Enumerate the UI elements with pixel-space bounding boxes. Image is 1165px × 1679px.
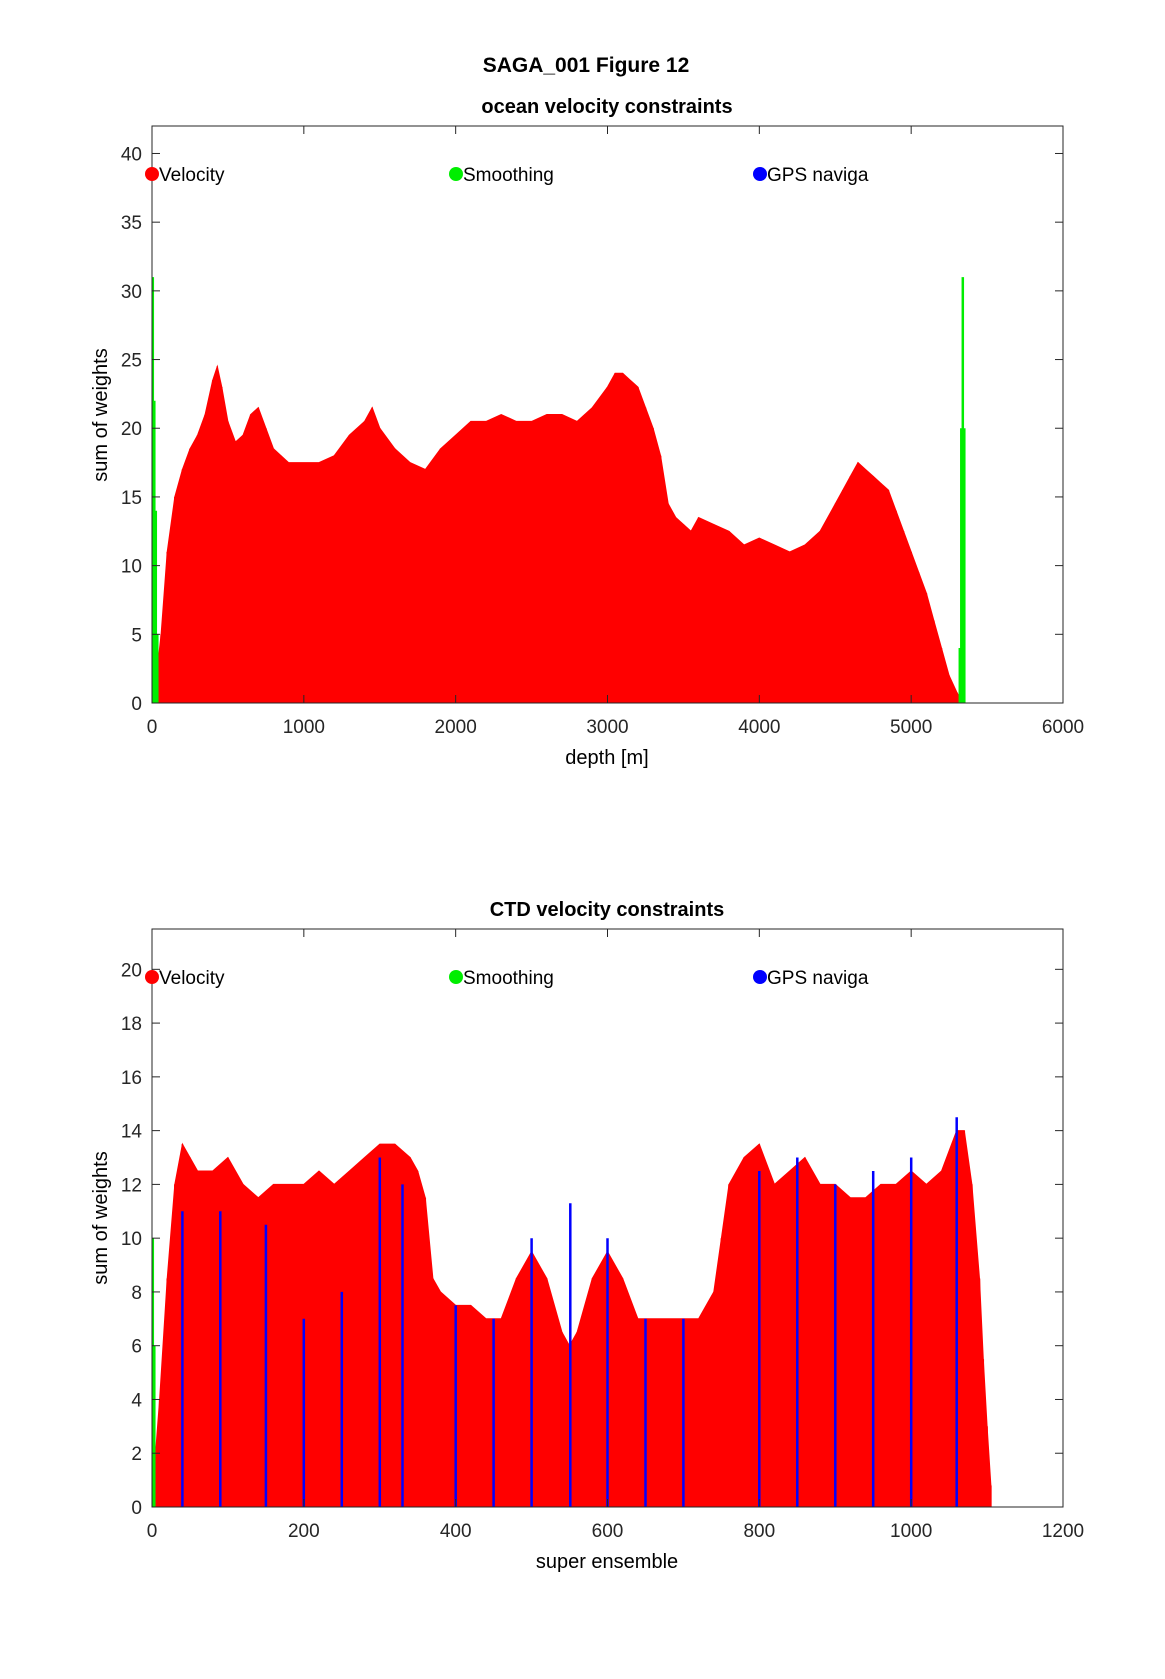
- velocity-area: [153, 1130, 992, 1508]
- y-tick-label: 14: [121, 1122, 143, 1143]
- ctd-velocity-plot: CTD velocity constraints 0 200 400 600 800 10…: [90, 899, 1084, 1573]
- y-tick-label: 35: [121, 213, 142, 234]
- y-tick-label: 4: [131, 1390, 142, 1411]
- y-tick-label: 25: [121, 351, 142, 372]
- x-tick-label: 6000: [1042, 717, 1084, 738]
- axes-ticks: 0 1000 2000 3000 4000 5000 6000 0 5 10 15 20 25 30 35 4…: [121, 126, 1084, 738]
- y-tick-label: 18: [121, 1014, 142, 1035]
- plot-marks: [151, 277, 966, 704]
- legend-marker-velocity: [145, 167, 159, 181]
- y-tick-label: 0: [131, 694, 142, 715]
- x-tick-label: 1000: [890, 1521, 932, 1542]
- y-tick-label: 40: [121, 144, 142, 165]
- legend: Velocity Smoothing GPS naviga: [145, 968, 869, 989]
- legend-label-gps: GPS naviga: [767, 165, 869, 186]
- legend-label-smoothing: Smoothing: [463, 968, 554, 989]
- y-axis-label-ctd: sum of weights: [90, 1151, 112, 1284]
- y-tick-label: 10: [121, 557, 142, 578]
- y-tick-label: 20: [121, 960, 142, 981]
- axes-ticks: 0 200 400 600 800 1000 1200 0 2 4 6 8 10 12 14 16 18 20: [121, 929, 1084, 1542]
- x-tick-label: 3000: [586, 717, 628, 738]
- y-tick-label: 10: [121, 1229, 142, 1250]
- legend-marker-smoothing: [449, 167, 463, 181]
- y-tick-label: 8: [131, 1283, 142, 1304]
- x-axis-label-ocean: depth [m]: [565, 747, 648, 769]
- y-tick-label: 5: [131, 625, 142, 646]
- legend: Velocity Smoothing GPS naviga: [145, 165, 869, 186]
- y-tick-label: 6: [131, 1337, 142, 1358]
- legend-marker-gps: [753, 167, 767, 181]
- x-tick-label: 1200: [1042, 1521, 1084, 1542]
- x-tick-label: 400: [440, 1521, 472, 1542]
- legend-label-velocity: Velocity: [159, 968, 225, 989]
- y-tick-label: 20: [121, 419, 142, 440]
- x-tick-label: 2000: [435, 717, 477, 738]
- y-axis-label-ocean: sum of weights: [90, 348, 112, 481]
- y-tick-label: 2: [131, 1444, 142, 1465]
- x-tick-label: 200: [288, 1521, 320, 1542]
- y-tick-label: 30: [121, 282, 142, 303]
- x-tick-label: 600: [592, 1521, 624, 1542]
- y-tick-label: 15: [121, 488, 142, 509]
- x-tick-label: 5000: [890, 717, 932, 738]
- x-axis-label-ctd: super ensemble: [536, 1551, 678, 1573]
- y-tick-label: 16: [121, 1068, 142, 1089]
- legend-marker-smoothing: [449, 970, 463, 984]
- x-tick-label: 0: [147, 717, 158, 738]
- plot-title-ctd: CTD velocity constraints: [490, 899, 725, 921]
- plot-title-ocean: ocean velocity constraints: [481, 96, 732, 118]
- ocean-velocity-plot: ocean velocity constraints 0 1000 2000 3000…: [90, 96, 1084, 769]
- velocity-area: [154, 364, 964, 704]
- x-tick-label: 4000: [738, 717, 780, 738]
- y-tick-label: 12: [121, 1175, 142, 1196]
- legend-label-gps: GPS naviga: [767, 968, 869, 989]
- legend-marker-velocity: [145, 970, 159, 984]
- legend-label-velocity: Velocity: [159, 165, 225, 186]
- x-tick-label: 1000: [283, 717, 325, 738]
- legend-label-smoothing: Smoothing: [463, 165, 554, 186]
- x-tick-label: 0: [147, 1521, 158, 1542]
- plot-marks: [151, 1117, 992, 1508]
- legend-marker-gps: [753, 970, 767, 984]
- x-tick-label: 800: [743, 1521, 775, 1542]
- y-tick-label: 0: [131, 1498, 142, 1519]
- figure-title: SAGA_001 Figure 12: [483, 54, 690, 77]
